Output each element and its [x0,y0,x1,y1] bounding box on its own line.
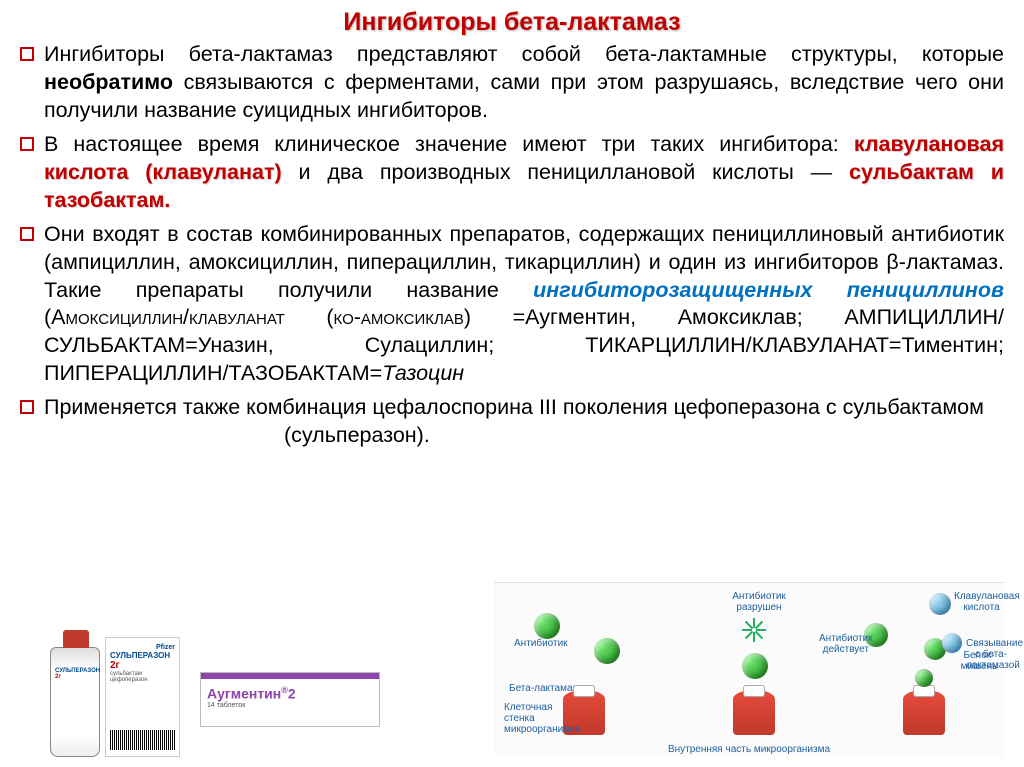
bullet-4: Применяется также комбинация цефалоспори… [20,394,1004,450]
bullet-4-text: Применяется также комбинация цефалоспори… [44,394,1004,450]
bullet-2-text: В настоящее время клиническое значение и… [44,131,1004,215]
bullet-marker [20,137,34,151]
bullet-3-text: Они входят в состав комбинированных преп… [44,221,1004,389]
mechanism-diagram: Антибиотик Бета-лактамаза Клеточная стен… [494,582,1004,757]
bullet-marker [20,47,34,61]
images-row: СУЛЬПЕРАЗОН 2г Pfizer СУЛЬПЕРАЗОН 2г сул… [20,582,1004,757]
bullet-1: Ингибиторы бета-лактамаз представляют со… [20,41,1004,125]
slide-title: Ингибиторы бета-лактамаз [20,8,1004,37]
bullet-marker [20,400,34,414]
vial-box-image: Pfizer СУЛЬПЕРАЗОН 2г сульбактам цефопер… [105,637,180,757]
bullet-marker [20,227,34,241]
vial-image: СУЛЬПЕРАЗОН 2г [20,647,100,757]
bullet-3: Они входят в состав комбинированных преп… [20,221,1004,389]
bullet-1-text: Ингибиторы бета-лактамаз представляют со… [44,41,1004,125]
diagram-bottom-label: Внутренняя часть микроорганизма [494,744,1004,755]
bullet-2: В настоящее время клиническое значение и… [20,131,1004,215]
augmentin-box-image: Аугментин®2 14 таблеток [200,672,380,727]
